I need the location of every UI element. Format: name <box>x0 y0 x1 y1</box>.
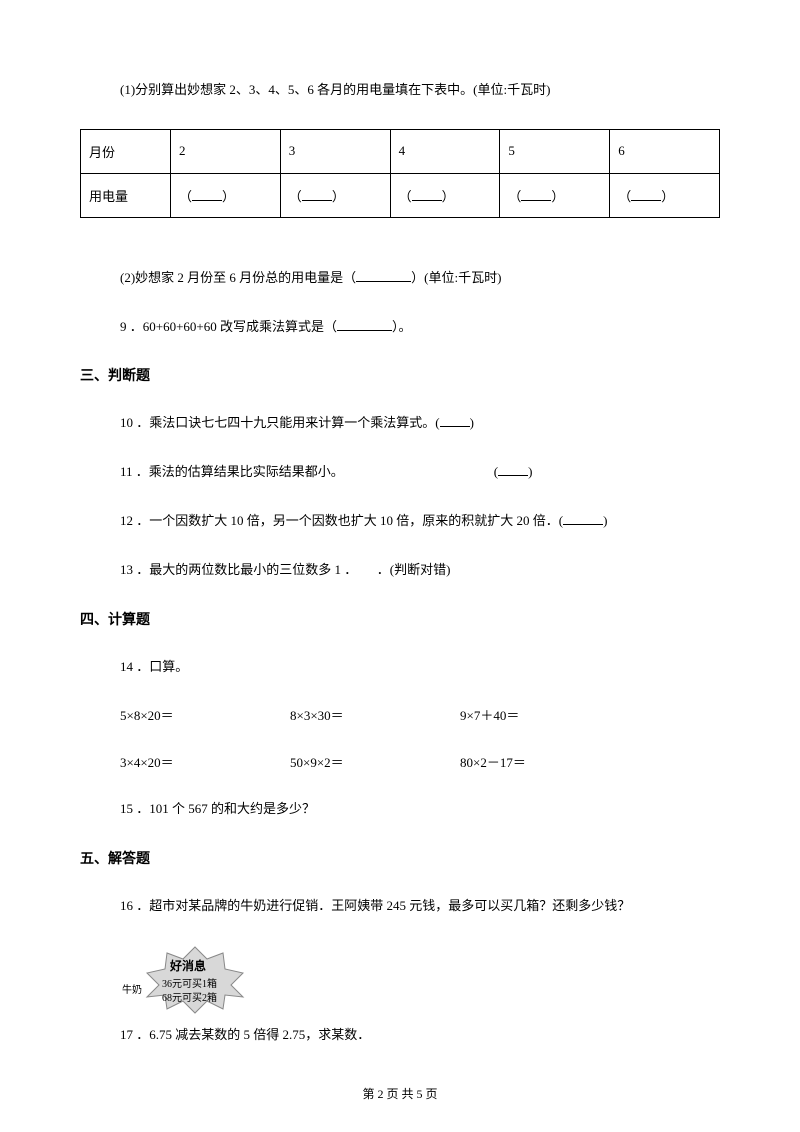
promo-line1: 36元可买1箱 <box>162 975 217 990</box>
question-15: 15 ．101 个 567 的和大约是多少？ <box>120 799 720 820</box>
promo-graphic: 好消息 36元可买1箱 68元可买2箱 牛奶 <box>120 945 260 1015</box>
question-fill-1: (1)分别算出妙想家 2、3、4、5、6 各月的用电量填在下表中。(单位:千瓦时… <box>120 80 720 101</box>
promo-title: 好消息 <box>170 957 206 974</box>
calc-item: 50×9×2＝ <box>290 752 460 771</box>
calc-item: 5×8×20＝ <box>120 705 290 724</box>
question-16: 16 ．超市对某品牌的牛奶进行促销．王阿姨带 245 元钱，最多可以买几箱？还剩… <box>120 896 720 917</box>
question-14: 14 ．口算。 <box>120 657 720 678</box>
section-heading-4: 四、计算题 <box>80 609 720 629</box>
table-header-usage: 用电量 <box>81 173 171 217</box>
electricity-table: 月份 2 3 4 5 6 用电量 （） （） （） （） （） <box>80 129 720 218</box>
question-9: 9 ．60+60+60+60 改写成乘法算式是（）。 <box>120 317 720 338</box>
calc-item: 3×4×20＝ <box>120 752 290 771</box>
table-cell-blank: （） <box>280 173 390 217</box>
promo-label: 牛奶 <box>122 981 142 996</box>
section-heading-5: 五、解答题 <box>80 848 720 868</box>
table-cell-blank: （） <box>500 173 610 217</box>
table-row: 用电量 （） （） （） （） （） <box>81 173 720 217</box>
page-footer: 第 2 页 共 5 页 <box>0 1085 800 1102</box>
question-12: 12 ．一个因数扩大 10 倍，另一个因数也扩大 10 倍，原来的积就扩大 20… <box>120 511 720 532</box>
question-17: 17 ．6.75 减去某数的 5 倍得 2.75，求某数． <box>120 1025 720 1046</box>
table-cell: 4 <box>390 129 500 173</box>
table-cell: 2 <box>171 129 281 173</box>
question-10: 10 ．乘法口诀七七四十九只能用来计算一个乘法算式。() <box>120 413 720 434</box>
promo-line2: 68元可买2箱 <box>162 989 217 1004</box>
table-cell-blank: （） <box>610 173 720 217</box>
table-cell: 3 <box>280 129 390 173</box>
table-cell: 6 <box>610 129 720 173</box>
question-fill-2: (2)妙想家 2 月份至 6 月份总的用电量是（）(单位:千瓦时) <box>120 268 720 289</box>
table-row: 月份 2 3 4 5 6 <box>81 129 720 173</box>
table-cell-blank: （） <box>390 173 500 217</box>
calc-row-2: 3×4×20＝ 50×9×2＝ 80×2－17＝ <box>120 752 720 771</box>
section-heading-3: 三、判断题 <box>80 365 720 385</box>
question-11: 11 ．乘法的估算结果比实际结果都小。() <box>120 462 720 483</box>
table-cell-blank: （） <box>171 173 281 217</box>
calc-item: 9×7＋40＝ <box>460 705 630 724</box>
calc-item: 80×2－17＝ <box>460 752 630 771</box>
table-cell: 5 <box>500 129 610 173</box>
calc-item: 8×3×30＝ <box>290 705 460 724</box>
question-13: 13 ．最大的两位数比最小的三位数多 1 ． ．(判断对错) <box>120 560 720 581</box>
calc-row-1: 5×8×20＝ 8×3×30＝ 9×7＋40＝ <box>120 705 720 724</box>
table-header-month: 月份 <box>81 129 171 173</box>
